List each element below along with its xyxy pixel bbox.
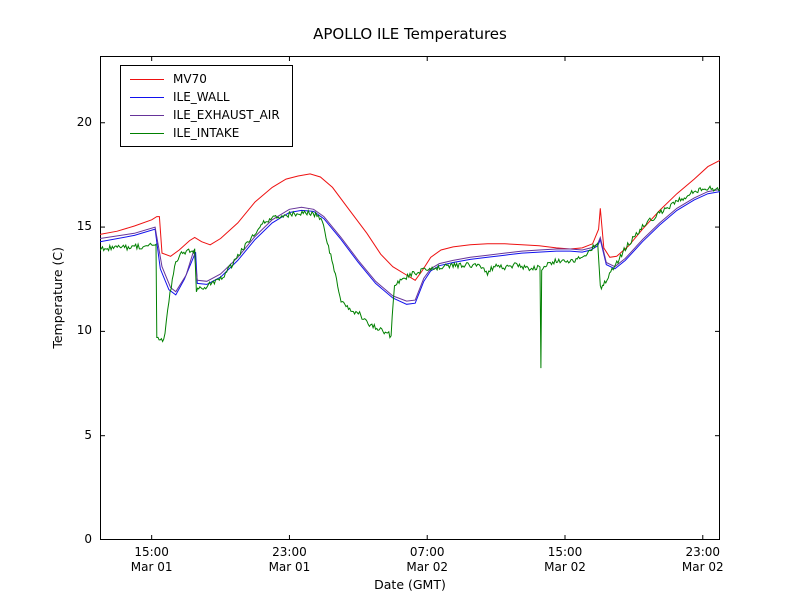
legend-item: MV70 [130, 72, 280, 86]
plot-area: MV70 ILE_WALL ILE_EXHAUST_AIR ILE_INTAKE [100, 56, 720, 540]
x-axis-label: Date (GMT) [374, 577, 446, 592]
legend-label: ILE_EXHAUST_AIR [173, 108, 280, 122]
legend-item: ILE_INTAKE [130, 126, 280, 140]
series-line-mv70 [100, 159, 720, 281]
legend-line-sample [130, 96, 164, 98]
x-tick-label: 07:00 Mar 02 [406, 545, 449, 574]
legend-label: ILE_INTAKE [173, 126, 240, 140]
y-tick-label: 20 [76, 114, 92, 129]
series-line-ile_exhaust_air [100, 189, 720, 302]
x-tick-label: 23:00 Mar 02 [681, 545, 724, 574]
y-tick-label: 5 [84, 427, 92, 442]
legend-item: ILE_EXHAUST_AIR [130, 108, 280, 122]
chart-title: APOLLO ILE Temperatures [313, 25, 507, 43]
series-line-ile_wall [100, 191, 720, 305]
y-tick-label: 15 [76, 219, 92, 234]
y-tick-label: 10 [76, 323, 92, 338]
y-tick-label: 0 [84, 532, 92, 546]
legend-item: ILE_WALL [130, 90, 280, 104]
legend-line-sample [130, 132, 164, 134]
x-tick-label: 15:00 Mar 01 [130, 545, 173, 574]
series-line-ile_intake [100, 185, 720, 369]
legend-line-sample [130, 78, 164, 80]
legend-label: MV70 [173, 72, 207, 86]
legend-line-sample [130, 114, 164, 116]
plot-canvas [100, 56, 720, 540]
legend-label: ILE_WALL [173, 90, 230, 104]
axes-frame [100, 56, 720, 540]
x-tick-label: 15:00 Mar 02 [544, 545, 586, 574]
x-tick-label: 23:00 Mar 01 [268, 545, 311, 574]
legend: MV70 ILE_WALL ILE_EXHAUST_AIR ILE_INTAKE [120, 65, 293, 147]
